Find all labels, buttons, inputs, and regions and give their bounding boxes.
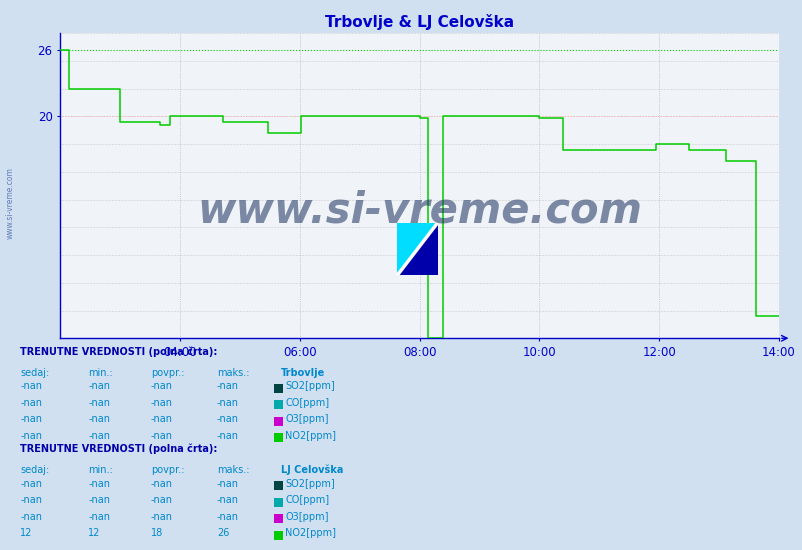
Text: 12: 12	[20, 528, 32, 538]
Text: -nan: -nan	[151, 398, 172, 408]
Text: -nan: -nan	[151, 414, 172, 425]
Text: sedaj:: sedaj:	[20, 367, 49, 378]
Text: min.:: min.:	[88, 367, 113, 378]
Text: -nan: -nan	[88, 414, 110, 425]
Text: min.:: min.:	[88, 465, 113, 475]
Text: maks.:: maks.:	[217, 367, 249, 378]
Text: CO[ppm]: CO[ppm]	[285, 398, 329, 408]
Polygon shape	[397, 223, 437, 275]
Text: NO2[ppm]: NO2[ppm]	[285, 528, 336, 538]
Text: -nan: -nan	[88, 478, 110, 489]
Text: -nan: -nan	[217, 414, 238, 425]
Text: 26: 26	[217, 528, 229, 538]
Text: -nan: -nan	[217, 431, 238, 441]
Text: -nan: -nan	[151, 512, 172, 522]
Text: CO[ppm]: CO[ppm]	[285, 495, 329, 505]
Text: -nan: -nan	[217, 381, 238, 392]
Polygon shape	[397, 223, 437, 275]
Text: 18: 18	[151, 528, 163, 538]
Text: -nan: -nan	[88, 512, 110, 522]
Text: -nan: -nan	[20, 495, 42, 505]
Text: -nan: -nan	[88, 381, 110, 392]
Text: -nan: -nan	[217, 398, 238, 408]
Text: LJ Celovška: LJ Celovška	[281, 465, 343, 475]
Text: NO2[ppm]: NO2[ppm]	[285, 431, 336, 441]
Text: TRENUTNE VREDNOSTI (polna črta):: TRENUTNE VREDNOSTI (polna črta):	[20, 346, 217, 357]
Text: -nan: -nan	[20, 398, 42, 408]
Text: -nan: -nan	[88, 495, 110, 505]
Text: O3[ppm]: O3[ppm]	[285, 512, 328, 522]
Text: -nan: -nan	[20, 431, 42, 441]
Text: TRENUTNE VREDNOSTI (polna črta):: TRENUTNE VREDNOSTI (polna črta):	[20, 444, 217, 454]
Text: -nan: -nan	[217, 478, 238, 489]
Text: -nan: -nan	[88, 431, 110, 441]
Text: -nan: -nan	[151, 381, 172, 392]
Text: -nan: -nan	[20, 512, 42, 522]
Text: 12: 12	[88, 528, 100, 538]
Text: Trbovlje: Trbovlje	[281, 367, 325, 378]
Text: -nan: -nan	[217, 495, 238, 505]
Title: Trbovlje & LJ Celovška: Trbovlje & LJ Celovška	[325, 14, 513, 30]
Text: maks.:: maks.:	[217, 465, 249, 475]
Text: www.si-vreme.com: www.si-vreme.com	[196, 189, 642, 231]
Text: -nan: -nan	[20, 414, 42, 425]
Text: -nan: -nan	[151, 431, 172, 441]
Text: -nan: -nan	[20, 478, 42, 489]
Text: povpr.:: povpr.:	[151, 367, 184, 378]
Text: -nan: -nan	[151, 478, 172, 489]
Text: sedaj:: sedaj:	[20, 465, 49, 475]
Text: O3[ppm]: O3[ppm]	[285, 414, 328, 425]
Text: -nan: -nan	[217, 512, 238, 522]
Text: -nan: -nan	[151, 495, 172, 505]
Text: -nan: -nan	[20, 381, 42, 392]
Text: povpr.:: povpr.:	[151, 465, 184, 475]
Text: -nan: -nan	[88, 398, 110, 408]
Text: www.si-vreme.com: www.si-vreme.com	[6, 168, 15, 239]
Text: SO2[ppm]: SO2[ppm]	[285, 381, 334, 392]
Text: SO2[ppm]: SO2[ppm]	[285, 478, 334, 489]
